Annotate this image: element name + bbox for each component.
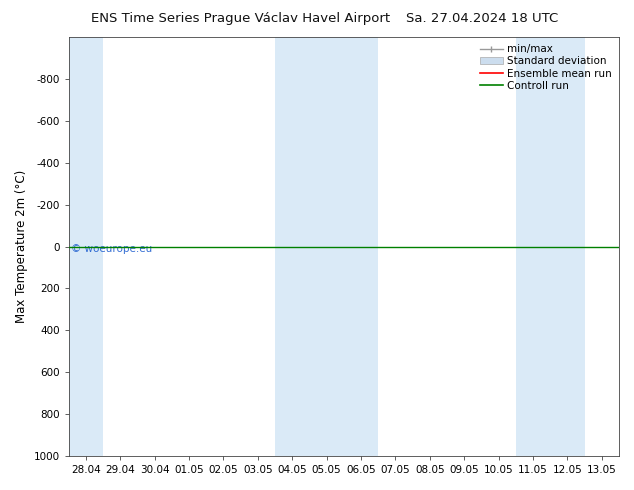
Text: Sa. 27.04.2024 18 UTC: Sa. 27.04.2024 18 UTC	[406, 12, 558, 25]
Text: ENS Time Series Prague Václav Havel Airport: ENS Time Series Prague Václav Havel Airp…	[91, 12, 391, 25]
Bar	[309, 37, 344, 456]
Bar	[344, 37, 378, 456]
Y-axis label: Max Temperature 2m (°C): Max Temperature 2m (°C)	[15, 170, 28, 323]
Bar	[275, 37, 309, 456]
Bar	[516, 37, 550, 456]
Text: © woeurope.eu: © woeurope.eu	[72, 245, 153, 254]
Legend: min/max, Standard deviation, Ensemble mean run, Controll run: min/max, Standard deviation, Ensemble me…	[478, 42, 614, 93]
Bar	[550, 37, 585, 456]
Bar	[68, 37, 103, 456]
